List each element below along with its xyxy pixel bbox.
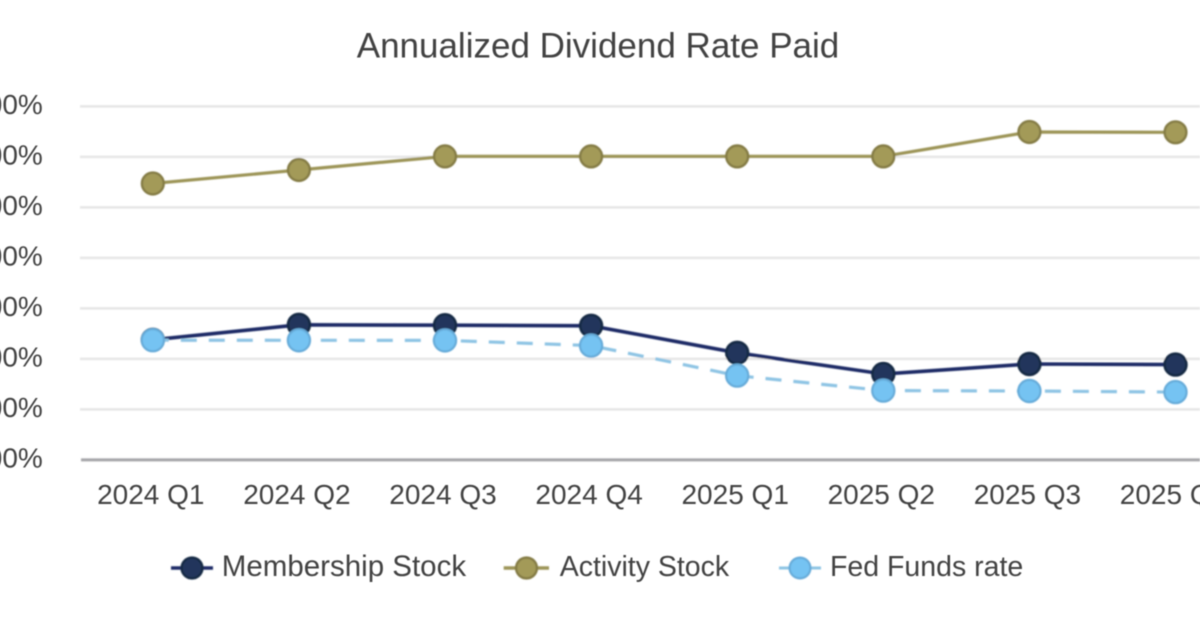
- svg-text:2025 Q2: 2025 Q2: [828, 479, 935, 510]
- svg-text:2024 Q2: 2024 Q2: [243, 479, 350, 510]
- svg-text:Fed Funds rate: Fed Funds rate: [830, 551, 1023, 583]
- svg-text:2025 Q4: 2025 Q4: [1120, 479, 1200, 510]
- svg-text:2024 Q3: 2024 Q3: [389, 479, 496, 510]
- svg-text:2024 Q4: 2024 Q4: [535, 479, 642, 510]
- svg-text:4.00%: 4.00%: [0, 342, 43, 373]
- svg-text:2024 Q1: 2024 Q1: [97, 479, 204, 510]
- svg-text:Annualized Dividend Rate Paid: Annualized Dividend Rate Paid: [357, 27, 840, 66]
- svg-text:10.00%: 10.00%: [0, 190, 43, 221]
- svg-text:2025 Q3: 2025 Q3: [974, 479, 1081, 510]
- svg-text:2025 Q1: 2025 Q1: [681, 479, 788, 510]
- svg-text:14.00%: 14.00%: [0, 89, 43, 120]
- svg-text:Membership Stock: Membership Stock: [222, 550, 467, 583]
- svg-text:0.00%: 0.00%: [0, 443, 43, 474]
- svg-text:Activity Stock: Activity Stock: [560, 551, 730, 583]
- svg-text:6.00%: 6.00%: [0, 291, 43, 322]
- svg-text:12.00%: 12.00%: [0, 140, 43, 171]
- svg-text:8.00%: 8.00%: [0, 241, 43, 272]
- svg-text:2.00%: 2.00%: [0, 392, 43, 423]
